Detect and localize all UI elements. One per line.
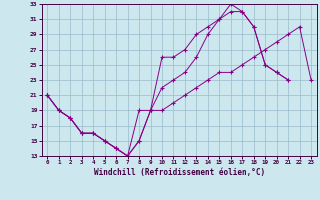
X-axis label: Windchill (Refroidissement éolien,°C): Windchill (Refroidissement éolien,°C) xyxy=(94,168,265,177)
